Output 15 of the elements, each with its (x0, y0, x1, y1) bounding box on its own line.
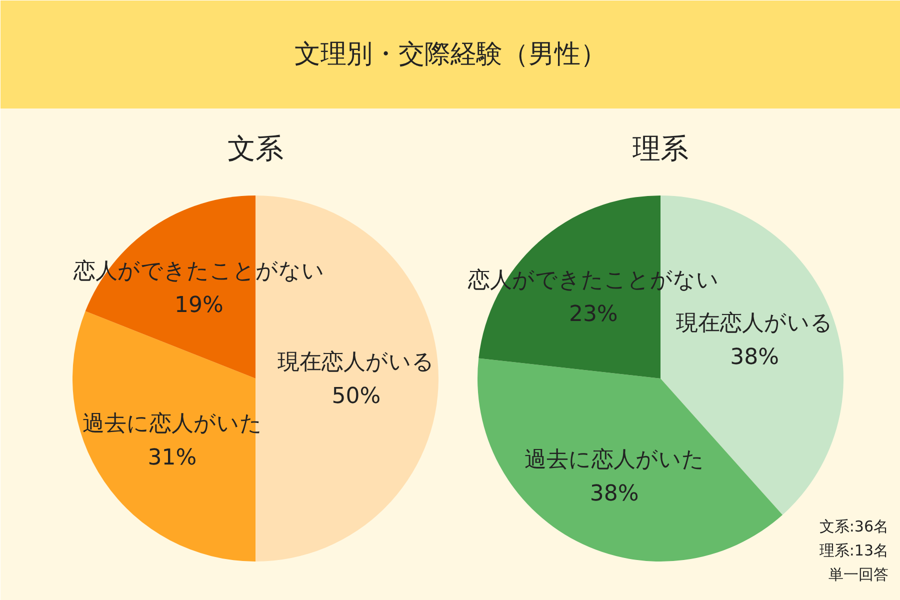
chart-title: 理系 (632, 132, 688, 165)
text: 文理別・交際経験（男性） (294, 40, 606, 70)
text: 単一回答 (828, 566, 888, 584)
data-label: 38% (590, 482, 639, 507)
data-label: 38% (730, 344, 779, 370)
data-label: 23% (568, 302, 618, 328)
text: 文系:36名 (819, 518, 888, 536)
data-label: 31% (148, 446, 197, 471)
chart-title: 文系 (228, 132, 284, 165)
slice-label: 現在恋人がいる (676, 310, 834, 336)
data-label: 50% (332, 384, 381, 409)
data-label: 19% (174, 293, 224, 318)
slice-label: 過去に恋人がいた (524, 448, 704, 473)
slice-label: 現在恋人がいる (278, 350, 435, 375)
text: 理系:13名 (819, 542, 888, 560)
